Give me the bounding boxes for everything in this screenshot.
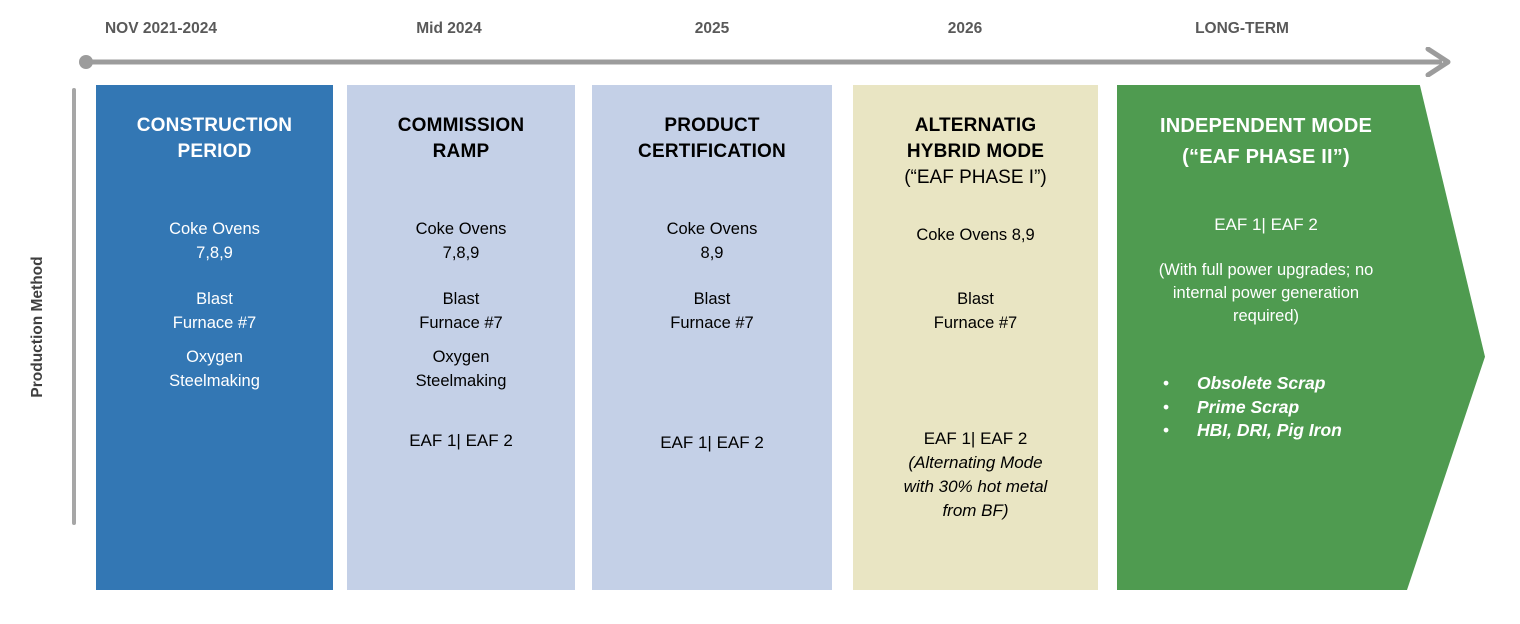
timeline-label-long-term: LONG-TERM [1195,20,1289,37]
phase-title: COMMISSION RAMP [397,115,525,162]
phase-alternating-hybrid-mode: ALTERNATIG HYBRID MODE (“EAF PHASE I”) C… [853,85,1098,590]
phase-independent-mode: INDEPENDENT MODE (“EAF PHASE II”) EAF 1|… [1117,85,1485,590]
phase-items: Coke Ovens 7,8,9 Blast Furnace #7 Oxygen… [347,217,575,393]
phase-items: Coke Ovens 8,9 Blast Furnace #7 [853,223,1098,335]
phase-item-coke-ovens: Coke Ovens 8,9 [666,220,758,262]
phase-title: CONSTRUCTION PERIOD [136,115,293,162]
timeline-arrowhead-icon [1425,47,1451,77]
phase-feed-list: Obsolete Scrap Prime Scrap HBI, DRI, Pig… [1117,372,1415,443]
phase-product-certification: PRODUCT CERTIFICATION Coke Ovens 8,9 Bla… [592,85,832,590]
feed-item-obsolete-scrap: Obsolete Scrap [1163,372,1415,396]
phase-title: PRODUCT CERTIFICATION [638,115,786,162]
phase-item-oxygen-steelmaking: Oxygen Steelmaking [169,348,260,390]
feed-item-prime-scrap: Prime Scrap [1163,396,1415,420]
phase-subtitle: (“EAF PHASE I”) [904,167,1047,188]
phase-note-power-upgrades: (With full power upgrades; no internal p… [1158,261,1374,325]
phase-item-eaf: EAF 1| EAF 2 [923,429,1028,448]
feed-item-hbi-dri-pig-iron: HBI, DRI, Pig Iron [1163,419,1415,443]
phase-title: INDEPENDENT MODE (“EAF PHASE II”) [1159,115,1373,168]
phase-title: ALTERNATIG HYBRID MODE [906,115,1045,162]
phase-items: Coke Ovens 8,9 Blast Furnace #7 [592,217,832,335]
production-method-axis-label: Production Method [29,256,46,398]
timeline-label-2025: 2025 [694,20,730,37]
timeline-label-mid-2024: Mid 2024 [416,20,482,37]
phase-construction-period: CONSTRUCTION PERIOD Coke Ovens 7,8,9 Bla… [96,85,333,590]
phase-item-blast-furnace: Blast Furnace #7 [172,290,257,332]
phase-item-eaf: EAF 1| EAF 2 [409,431,513,450]
phase-item-blast-furnace: Blast Furnace #7 [933,290,1018,332]
phase-items: Coke Ovens 7,8,9 Blast Furnace #7 Oxygen… [96,217,333,393]
phase-commission-ramp: COMMISSION RAMP Coke Ovens 7,8,9 Blast F… [347,85,575,590]
phase-item-coke-ovens: Coke Ovens 7,8,9 [415,220,507,262]
phase-item-coke-ovens: Coke Ovens 8,9 [916,226,1035,244]
phase-note-alternating-mode: (Alternating Mode with 30% hot metal fro… [903,453,1048,520]
timeline-label-nov-2021-2024: NOV 2021-2024 [104,20,218,37]
production-method-axis-line [72,88,76,525]
timeline-arrow [79,47,1451,77]
phase-item-blast-furnace: Blast Furnace #7 [419,290,503,332]
phase-item-eaf: EAF 1| EAF 2 [1214,215,1318,234]
phase-item-oxygen-steelmaking: Oxygen Steelmaking [415,348,507,390]
timeline-label-2026: 2026 [947,20,983,37]
phase-item-coke-ovens: Coke Ovens 7,8,9 [169,220,260,262]
phase-item-blast-furnace: Blast Furnace #7 [670,290,754,332]
phase-item-eaf: EAF 1| EAF 2 [660,433,764,452]
